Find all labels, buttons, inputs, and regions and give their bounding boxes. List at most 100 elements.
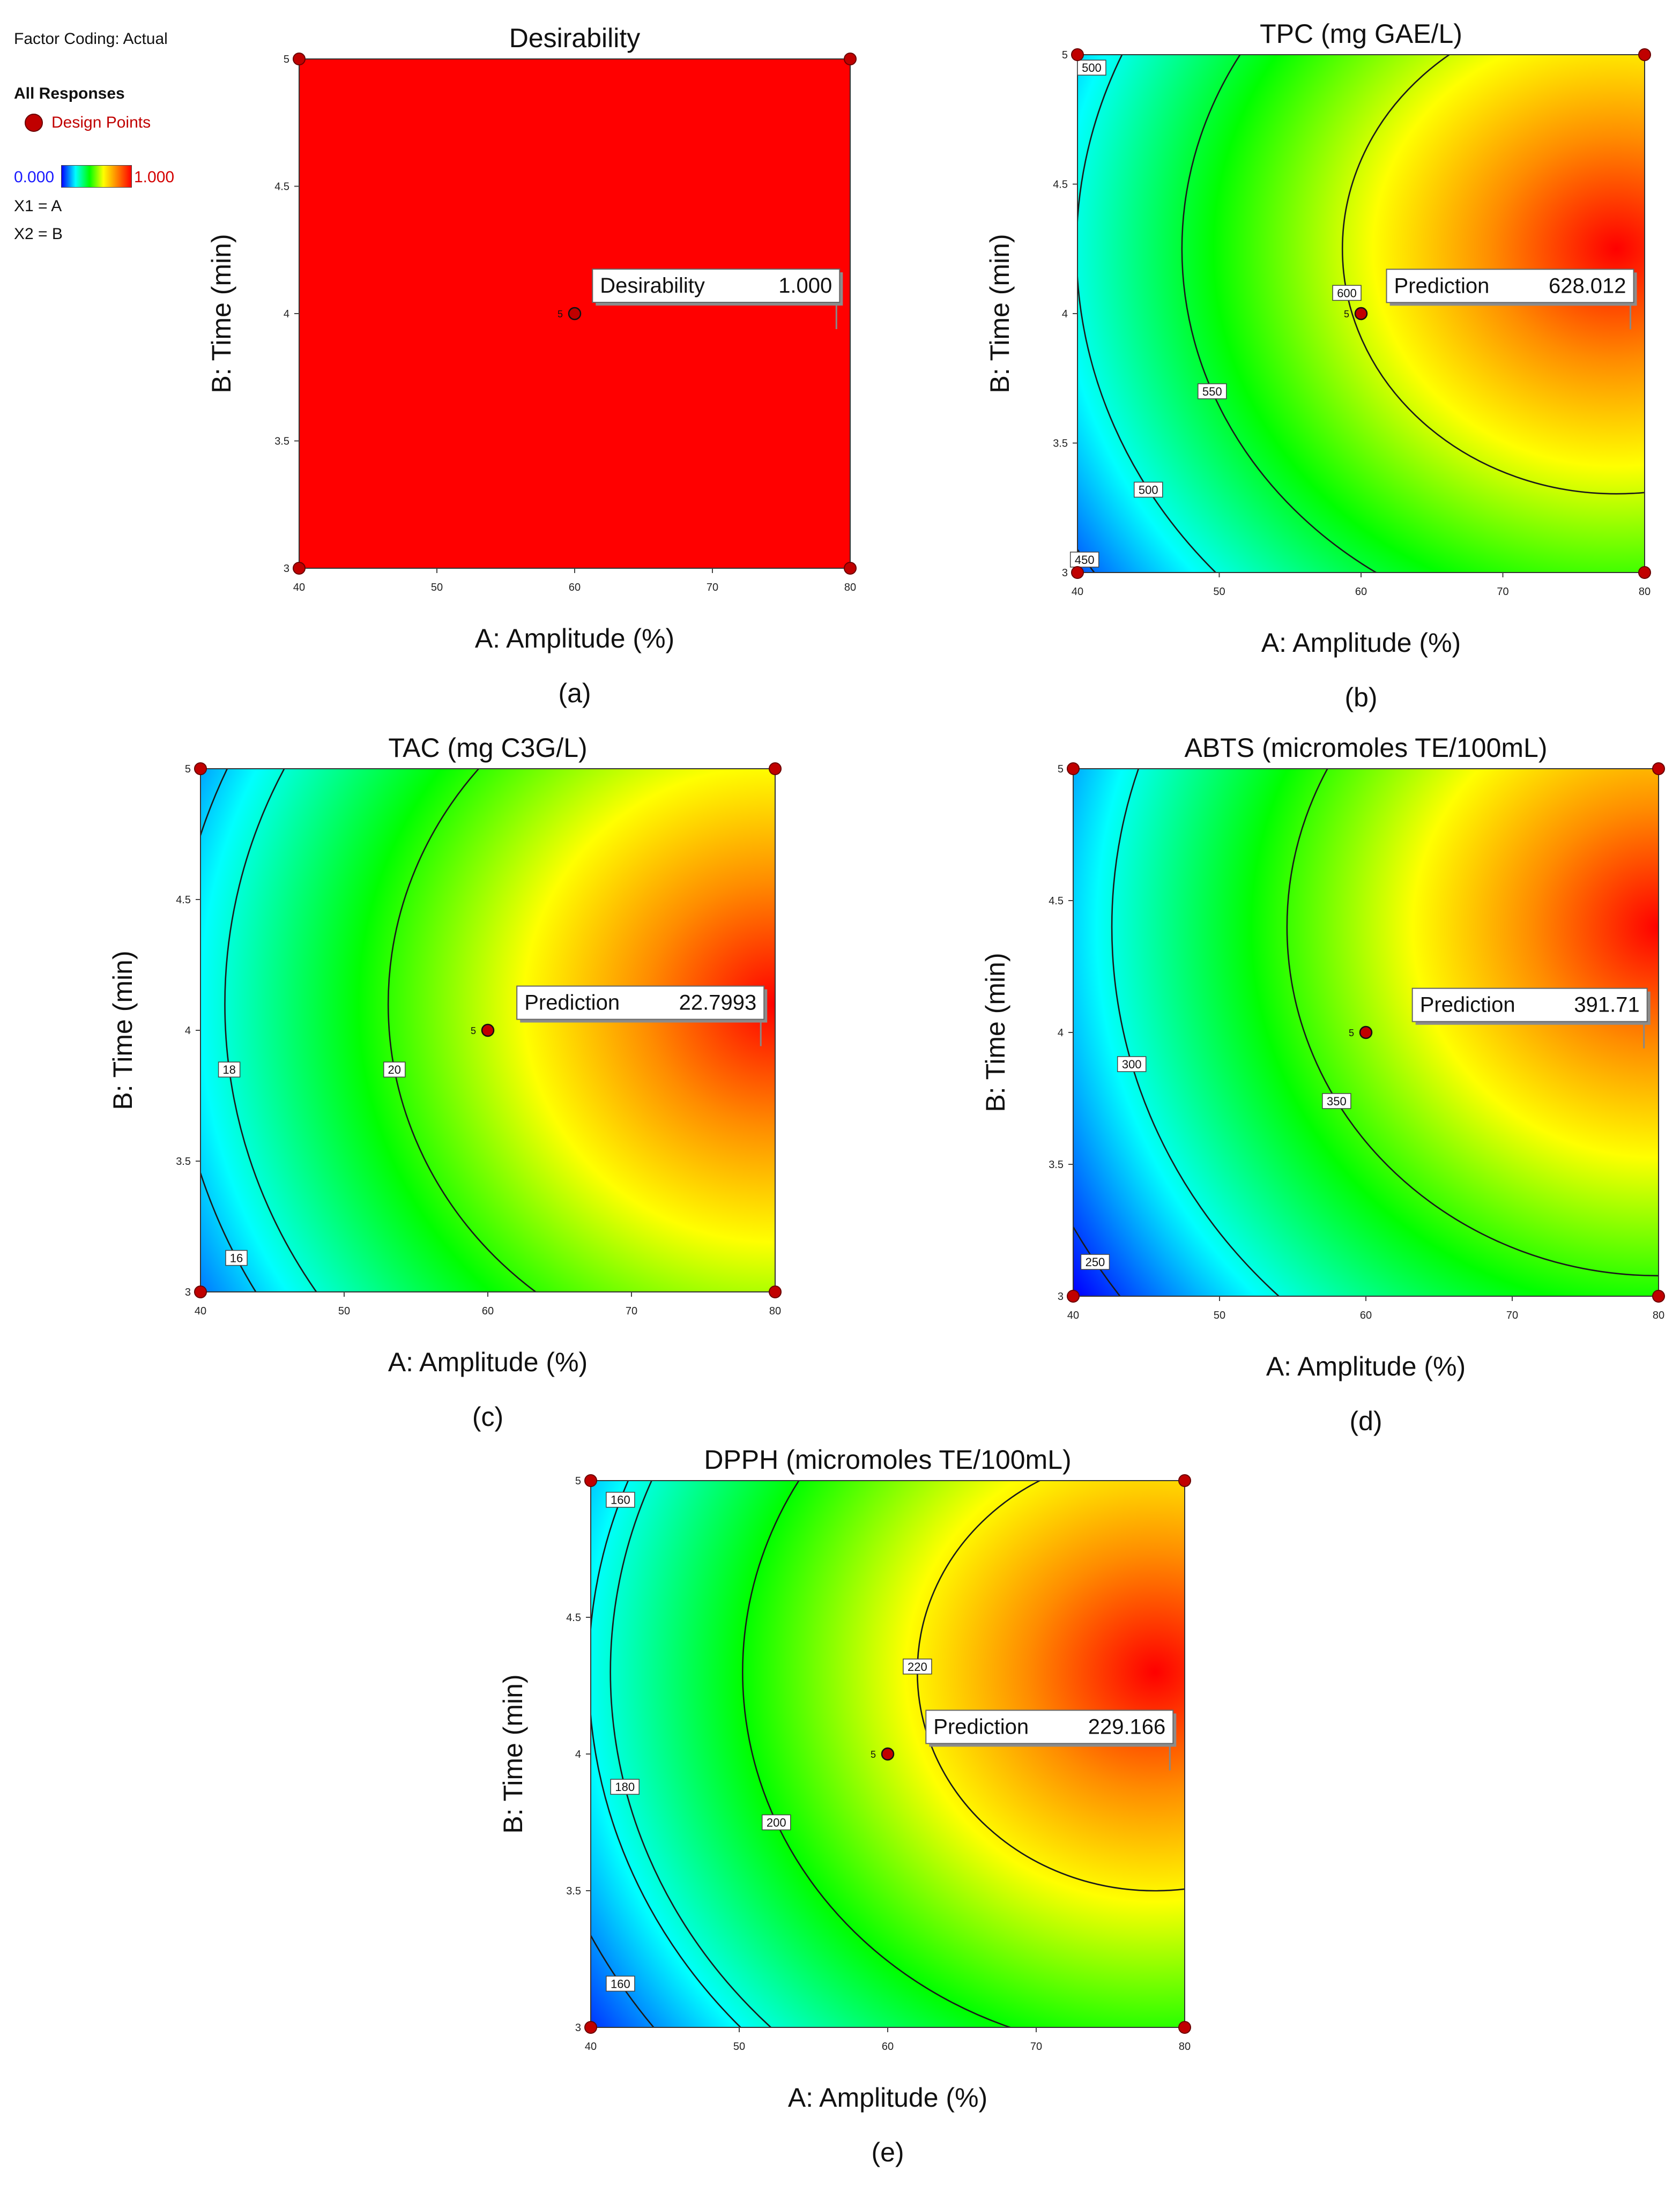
x-tick-label: 40 [293,582,305,593]
panel-label: (b) [1344,682,1377,712]
contour-line [1286,769,1659,1276]
x-tick-label: 80 [844,582,856,593]
y-axis-label: B: Time (min) [498,1674,528,1833]
contour-label-box [606,1975,635,1992]
x-tick-label: 70 [707,582,718,593]
contour-label-box [762,1814,791,1831]
design-point [194,1285,207,1298]
legend-all-responses: All Responses [14,85,125,102]
panel-label: (e) [871,2137,904,2167]
chart-title: TAC (mg C3G/L) [388,733,587,763]
panel-label: (c) [472,1402,503,1432]
x-tick-label: 80 [769,1305,781,1317]
y-axis-label: B: Time (min) [985,234,1015,393]
center-point [481,1023,495,1037]
panel-e: 160 160 180 200 220 DPPH (micromoles TE/100mL… [498,1445,1191,2167]
y-tick-label: 3.5 [1049,1159,1064,1171]
contour-lines [1077,55,1645,573]
x-tick-label: 60 [1360,1310,1372,1321]
contour-label: 450 [1075,553,1095,567]
contour-line [224,769,318,1292]
y-tick-label: 3.5 [1053,438,1068,450]
y-tick-label: 3 [1058,1291,1064,1303]
contour-label: 500 [1082,61,1102,75]
x-axis-label: A: Amplitude (%) [1261,628,1461,658]
flag-box [516,985,765,1020]
y-tick-label: 3.5 [566,1885,581,1897]
design-point [1067,762,1080,775]
y-tick-label: 4.5 [1053,179,1068,191]
flag-value: 1.000 [778,274,832,298]
contour-label: 600 [1337,286,1357,300]
contour-line [742,1481,1013,2027]
contour-label: 250 [1086,1255,1105,1269]
flag-box [1411,987,1648,1022]
design-point [1071,48,1084,61]
x-axis-label: A: Amplitude (%) [388,1347,588,1377]
y-tick-label: 5 [575,1475,581,1487]
x-axis-label: A: Amplitude (%) [788,2083,987,2113]
panel-b: 450 500 500 550 600 TPC (mg GAE/L) 40 50 60 70 80 3… [985,19,1651,712]
contour-label: 500 [1139,483,1158,496]
flag-box [1386,269,1634,303]
contour-label-box [1069,552,1099,568]
design-point [584,1474,597,1487]
contour-line [609,1481,772,2027]
contour-label-box [1134,481,1163,498]
y-tick-label: 4.5 [176,894,191,906]
contour-label-box [1332,285,1362,301]
contour-label: 160 [611,1977,630,1990]
x-tick-label: 70 [1497,586,1508,598]
panel-label: (a) [558,678,591,708]
panel-a: Desirability 40 50 60 70 80 3 3.5 4 4.5 5 A: Amplit… [206,23,857,708]
design-point [1652,1290,1665,1303]
design-point [844,53,857,65]
x-tick-label: 80 [1653,1310,1664,1321]
y-tick-label: 4 [1062,308,1068,320]
x-tick-label: 40 [585,2041,597,2053]
y-tick-label: 3.5 [176,1156,191,1168]
flag-label: Desirability [600,274,705,298]
design-point [1638,48,1651,61]
y-tick-label: 5 [185,763,191,775]
chart-title: ABTS (micromoles TE/100mL) [1184,733,1547,763]
y-axis-label: B: Time (min) [980,953,1010,1112]
design-point [844,562,857,575]
design-point [293,53,306,65]
contour-label-box [1322,1093,1351,1109]
x-tick-label: 60 [569,582,581,593]
contour-label: 550 [1202,385,1222,398]
center-point-count: 5 [871,1749,876,1760]
contour-line [1342,55,1645,495]
center-point-count: 5 [557,309,563,319]
flag-label: Prediction [1420,993,1515,1017]
design-point [1638,566,1651,579]
x-tick-label: 60 [882,2041,894,2053]
x-tick-label: 50 [431,582,443,593]
center-point [1359,1025,1373,1039]
center-point-count: 5 [1349,1028,1354,1038]
contour-line [1181,55,1378,573]
x-tick-label: 50 [338,1305,350,1317]
contour-label: 350 [1327,1095,1347,1108]
contour-line [388,769,537,1292]
contour-label-box [225,1250,248,1266]
contour-label: 220 [908,1660,927,1674]
design-point [194,762,207,775]
contour-line [1111,769,1280,1296]
contour-label-box [383,1061,406,1077]
y-tick-label: 3 [284,563,289,575]
contour-label: 160 [611,1493,630,1507]
y-tick-label: 4 [1058,1027,1064,1039]
contour-lines [200,769,537,1292]
y-tick-label: 3 [1062,567,1068,579]
x-tick-label: 40 [195,1305,206,1317]
x-tick-label: 70 [626,1305,637,1317]
y-tick-label: 4 [185,1025,191,1037]
x-tick-label: 80 [1639,586,1651,598]
x-tick-label: 60 [482,1305,494,1317]
contour-label-box [903,1659,932,1675]
contour-label-box [1077,60,1106,76]
center-point [1354,307,1368,321]
design-point [1071,566,1084,579]
